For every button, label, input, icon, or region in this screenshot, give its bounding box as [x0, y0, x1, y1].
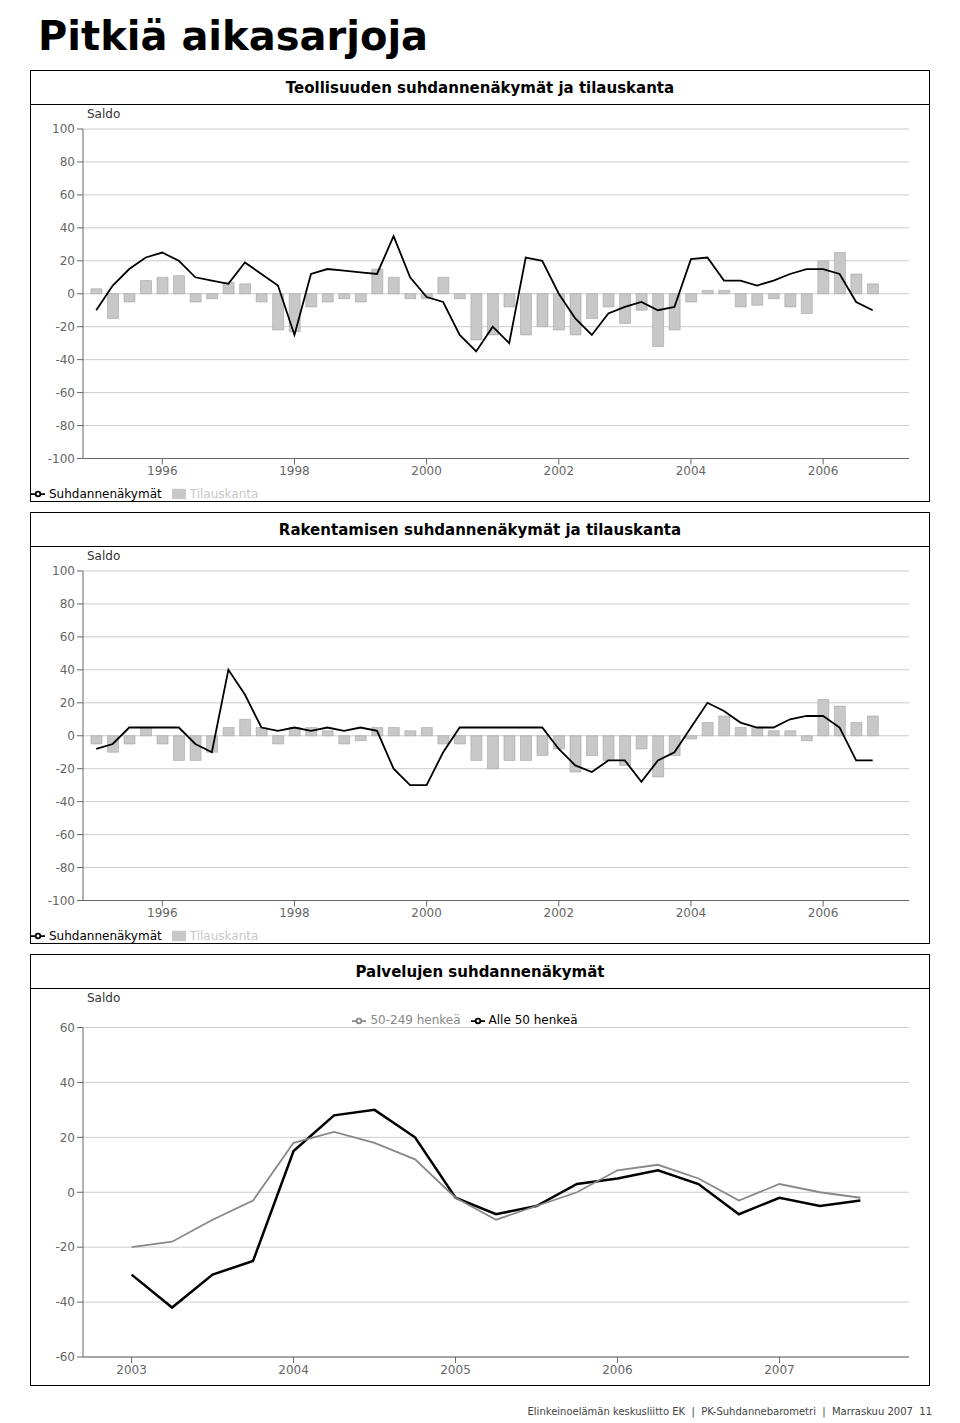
- svg-text:2004: 2004: [676, 464, 707, 478]
- svg-text:2004: 2004: [278, 1363, 309, 1377]
- html-text:Saldo: Saldo: [87, 549, 121, 563]
- svg-text:2000: 2000: [411, 906, 442, 920]
- html-text:50-249 henkeä: 50-249 henkeä: [370, 1013, 461, 1027]
- svg-text:1998: 1998: [279, 464, 310, 478]
- html-text:Saldo: Saldo: [87, 107, 121, 121]
- svg-text:-60: -60: [55, 1350, 75, 1364]
- html-text:Suhdannenäkymät: Suhdannenäkymät: [49, 928, 162, 943]
- svg-text:40: 40: [60, 221, 75, 235]
- svg-text:40: 40: [60, 1076, 75, 1090]
- svg-text:40: 40: [60, 663, 75, 677]
- svg-text:2003: 2003: [116, 1363, 147, 1377]
- svg-text:2006: 2006: [602, 1363, 633, 1377]
- svg-text:1996: 1996: [147, 906, 178, 920]
- svg-text:20: 20: [60, 1131, 75, 1145]
- svg-text:-40: -40: [55, 353, 75, 367]
- svg-text:0: 0: [67, 287, 75, 301]
- svg-text:2007: 2007: [764, 1363, 795, 1377]
- svg-text:-40: -40: [55, 795, 75, 809]
- svg-text:-60: -60: [55, 828, 75, 842]
- svg-text:-40: -40: [55, 1295, 75, 1309]
- svg-text:-80: -80: [55, 419, 75, 433]
- svg-text:0: 0: [67, 729, 75, 743]
- html-text:Tilauskanta: Tilauskanta: [189, 486, 259, 501]
- svg-text:2004: 2004: [676, 906, 707, 920]
- svg-text:-20: -20: [55, 1240, 75, 1254]
- svg-text:2005: 2005: [440, 1363, 471, 1377]
- html-text:Teollisuuden suhdannenäkymät j: Teollisuuden suhdannenäkymät ja tilauska…: [285, 78, 675, 97]
- svg-text:0: 0: [67, 1186, 75, 1200]
- html-text:Rakentamisen suhdannenäkymät j: Rakentamisen suhdannenäkymät ja tilauska…: [278, 520, 682, 539]
- html-text:Suhdannenäkymät: Suhdannenäkymät: [49, 486, 162, 501]
- svg-text:60: 60: [60, 630, 75, 644]
- html-text:Pitkiä aikasarjoja: Pitkiä aikasarjoja: [38, 13, 429, 59]
- svg-text:60: 60: [60, 188, 75, 202]
- html-text:Elinkeinoelämän keskusliitto E: Elinkeinoelämän keskusliitto EK | PK-Suh…: [527, 1406, 932, 1417]
- svg-text:60: 60: [60, 1021, 75, 1035]
- svg-text:20: 20: [60, 254, 75, 268]
- svg-text:100: 100: [52, 565, 75, 578]
- svg-text:80: 80: [60, 597, 75, 611]
- svg-text:-20: -20: [55, 762, 75, 776]
- svg-text:1996: 1996: [147, 464, 178, 478]
- html-text:Palvelujen suhdannenäkymät: Palvelujen suhdannenäkymät: [355, 962, 605, 981]
- html-text:Alle 50 henkeä: Alle 50 henkeä: [488, 1013, 578, 1027]
- svg-text:-100: -100: [48, 452, 75, 466]
- svg-text:2006: 2006: [808, 464, 839, 478]
- svg-text:-20: -20: [55, 320, 75, 334]
- svg-text:100: 100: [52, 123, 75, 136]
- svg-text:2000: 2000: [411, 464, 442, 478]
- html-text:Tilauskanta: Tilauskanta: [189, 928, 259, 943]
- svg-text:2006: 2006: [808, 906, 839, 920]
- svg-text:1998: 1998: [279, 906, 310, 920]
- svg-text:-80: -80: [55, 861, 75, 875]
- html-text:Saldo: Saldo: [87, 991, 121, 1005]
- svg-text:80: 80: [60, 155, 75, 169]
- svg-text:-60: -60: [55, 386, 75, 400]
- svg-text:-100: -100: [48, 894, 75, 908]
- svg-text:2002: 2002: [544, 464, 575, 478]
- svg-text:2002: 2002: [544, 906, 575, 920]
- svg-text:20: 20: [60, 696, 75, 710]
